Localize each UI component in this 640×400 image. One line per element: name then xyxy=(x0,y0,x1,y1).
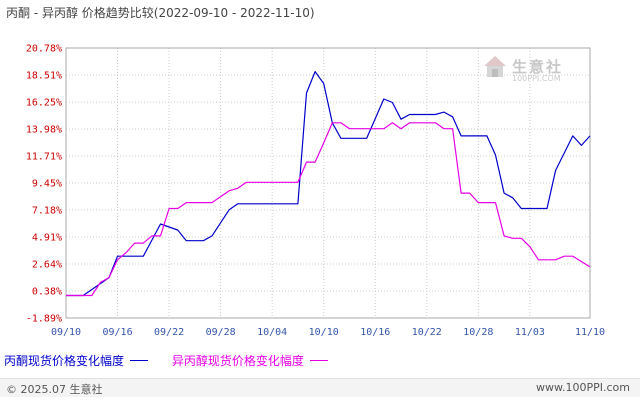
watermark-url: 100PPI.COM xyxy=(512,74,561,83)
x-tick-label: 09/10 xyxy=(51,327,81,338)
x-tick-label: 10/28 xyxy=(463,327,493,338)
legend-swatch-series2 xyxy=(309,360,328,361)
grid-lines xyxy=(65,47,591,319)
y-tick-label: 13.98% xyxy=(26,124,62,135)
y-tick-label: 20.78% xyxy=(26,44,62,55)
x-tick-label: 11/03 xyxy=(515,327,545,338)
footer-copyright: © 2025.07 生意社 xyxy=(6,383,103,396)
watermark-logo-icon xyxy=(484,56,506,77)
x-tick-label: 10/22 xyxy=(412,327,442,338)
x-tick-label: 10/10 xyxy=(309,327,339,338)
x-tick-label: 10/16 xyxy=(360,327,390,338)
x-tick-label: 09/22 xyxy=(154,327,184,338)
legend-label-series1: 丙酮现货价格变化幅度 xyxy=(4,354,125,368)
footer-bar xyxy=(0,378,640,397)
plot-area-frame xyxy=(65,47,591,319)
legend-item-series2: 异丙醇现货价格变化幅度 xyxy=(172,352,334,369)
x-axis-labels: 09/10 09/16 09/22 09/28 10/04 10/10 10/16 10/22… xyxy=(51,327,605,338)
y-tick-label: 16.25% xyxy=(26,97,62,108)
y-axis-labels: 20.78% 18.51% 16.25% 13.98% 11.71% 9.45% 7.18%… xyxy=(26,44,62,325)
chart-title: 丙酮 - 异丙醇 价格趋势比较(2022-09-10 - 2022-11-10) xyxy=(6,6,315,20)
legend-item-series1: 丙酮现货价格变化幅度 xyxy=(4,352,154,369)
series-lines xyxy=(66,70,591,297)
x-tick-label: 09/16 xyxy=(102,327,132,338)
y-tick-label: 4.91% xyxy=(32,233,62,244)
x-tick-label: 09/28 xyxy=(206,327,236,338)
legend: 丙酮现货价格变化幅度 异丙醇现货价格变化幅度 xyxy=(4,352,348,369)
legend-label-series2: 异丙醇现货价格变化幅度 xyxy=(171,354,304,368)
y-tick-label: 7.18% xyxy=(32,205,62,216)
watermark-name: 生意社 xyxy=(512,58,564,76)
footer-site-link[interactable]: www.100PPI.com xyxy=(536,381,630,394)
x-tick-label: 10/04 xyxy=(257,327,287,338)
y-tick-label: 9.45% xyxy=(32,178,62,189)
y-tick-label: 11.71% xyxy=(26,152,62,163)
series-line-1 xyxy=(66,70,591,297)
x-tick-label: 11/10 xyxy=(575,327,605,338)
y-tick-label: 18.51% xyxy=(26,71,62,82)
legend-swatch-series1 xyxy=(130,360,149,361)
series-line-2 xyxy=(66,122,591,297)
y-tick-label: 0.38% xyxy=(32,286,62,297)
y-tick-label: -1.89% xyxy=(26,314,62,325)
y-tick-label: 2.64% xyxy=(32,260,62,271)
